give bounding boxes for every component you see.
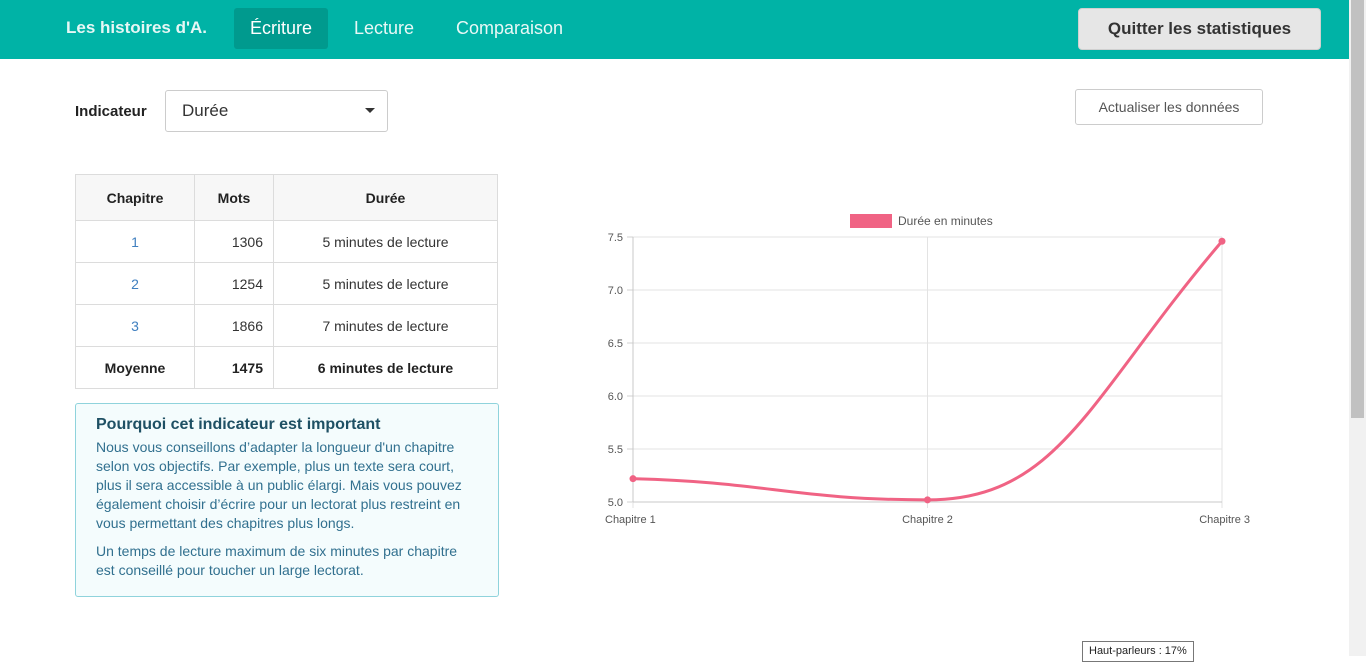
info-panel: Pourquoi cet indicateur est important No…: [75, 403, 499, 597]
average-words: 1475: [194, 346, 274, 389]
duration-cell: 7 minutes de lecture: [273, 304, 498, 347]
average-row: Moyenne 1475 6 minutes de lecture: [75, 346, 498, 389]
chapter-link[interactable]: 2: [75, 262, 195, 305]
indicator-select[interactable]: Durée: [165, 90, 388, 132]
table-row: 3 1866 7 minutes de lecture: [75, 304, 498, 347]
words-cell: 1306: [194, 220, 274, 263]
scrollbar-thumb[interactable]: [1351, 0, 1364, 418]
average-label: Moyenne: [75, 346, 195, 389]
tab-ecriture[interactable]: Écriture: [234, 8, 329, 49]
quit-statistics-button[interactable]: Quitter les statistiques: [1078, 8, 1321, 50]
y-tick-label: 5.0: [608, 497, 623, 509]
volume-tooltip: Haut-parleurs : 17%: [1082, 641, 1194, 662]
words-cell: 1866: [194, 304, 274, 347]
brand-title[interactable]: Les histoires d'A.: [66, 18, 208, 37]
x-tick-label: Chapitre 2: [902, 514, 953, 526]
caret-down-icon: [365, 108, 375, 113]
data-point: [629, 475, 637, 483]
duration-cell: 5 minutes de lecture: [273, 220, 498, 263]
series-line: [632, 240, 1224, 502]
column-header-chapter: Chapitre: [75, 174, 195, 221]
duration-line-chart: 7.5 7.0 6.5 6.0 5.5 5.0 Chapitre 1 Chapitre 2 Ch…: [605, 214, 1250, 526]
y-tick-label: 6.5: [608, 338, 623, 350]
chapters-table: Chapitre Mots Durée 1 1306 5 minutes de …: [75, 174, 498, 389]
data-point: [924, 496, 931, 504]
indicator-label: Indicateur: [75, 103, 147, 120]
duration-cell: 5 minutes de lecture: [273, 262, 498, 305]
words-cell: 1254: [194, 262, 274, 305]
info-paragraph: Un temps de lecture maximum de six minut…: [96, 543, 458, 578]
y-tick-label: 5.5: [608, 444, 623, 456]
table-row: 2 1254 5 minutes de lecture: [75, 262, 498, 305]
data-point: [1218, 237, 1226, 245]
tab-lecture[interactable]: Lecture: [354, 18, 415, 38]
legend-label: Durée en minutes: [898, 214, 993, 228]
refresh-data-button[interactable]: Actualiser les données: [1075, 89, 1263, 125]
table-row: 1 1306 5 minutes de lecture: [75, 220, 498, 263]
column-header-words: Mots: [194, 174, 274, 221]
y-tick-label: 6.0: [608, 391, 623, 403]
y-tick-label: 7.0: [608, 285, 623, 297]
y-tick-label: 7.5: [608, 232, 623, 244]
indicator-selected-value: Durée: [182, 101, 229, 120]
legend-swatch: [850, 214, 892, 228]
average-duration: 6 minutes de lecture: [273, 346, 498, 389]
x-tick-label: Chapitre 1: [605, 514, 656, 526]
column-header-duration: Durée: [273, 174, 498, 221]
chapter-link[interactable]: 1: [75, 220, 195, 263]
table-header-row: Chapitre Mots Durée: [75, 174, 498, 221]
x-tick-label: Chapitre 3: [1199, 514, 1250, 526]
tab-comparaison[interactable]: Comparaison: [456, 18, 564, 38]
chapter-link[interactable]: 3: [75, 304, 195, 347]
top-navbar: Les histoires d'A. Écriture Lecture Comp…: [0, 0, 1349, 59]
info-paragraph: Nous vous conseillons d’adapter la longu…: [96, 439, 462, 531]
info-title: Pourquoi cet indicateur est important: [96, 416, 381, 433]
